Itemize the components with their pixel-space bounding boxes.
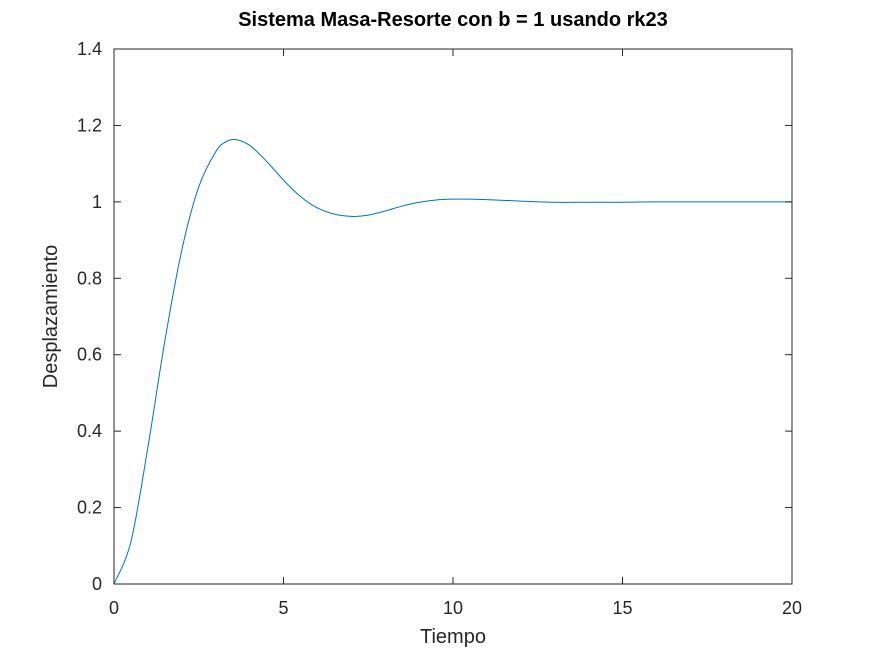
x-tick-label: 15 (612, 598, 632, 618)
axes-layer: 0 5 10 15 20 0 0.2 0.4 0.6 0.8 1 1.2 1.4 (77, 39, 802, 618)
y-tick-label: 0.6 (77, 345, 102, 365)
plot-area (114, 49, 792, 584)
x-tick-label: 20 (782, 598, 802, 618)
series-layer (113, 138, 792, 585)
y-tick-label: 1 (92, 192, 102, 212)
y-axis-label: Desplazamiento (40, 245, 62, 388)
y-tick-label: 1.2 (77, 115, 102, 135)
series-line-0 (113, 138, 792, 585)
x-tick-label: 0 (109, 598, 119, 618)
chart-title: Sistema Masa-Resorte con b = 1 usando rk… (238, 9, 668, 31)
y-tick-label: 1.4 (77, 39, 102, 59)
x-axis-label: Tiempo (420, 626, 486, 648)
y-tick-label: 0.2 (77, 498, 102, 518)
y-tick-label: 0 (92, 574, 102, 594)
y-tick-label: 0.8 (77, 268, 102, 288)
x-tick-label: 5 (278, 598, 288, 618)
y-tick-label: 0.4 (77, 421, 102, 441)
x-tick-label: 10 (443, 598, 463, 618)
